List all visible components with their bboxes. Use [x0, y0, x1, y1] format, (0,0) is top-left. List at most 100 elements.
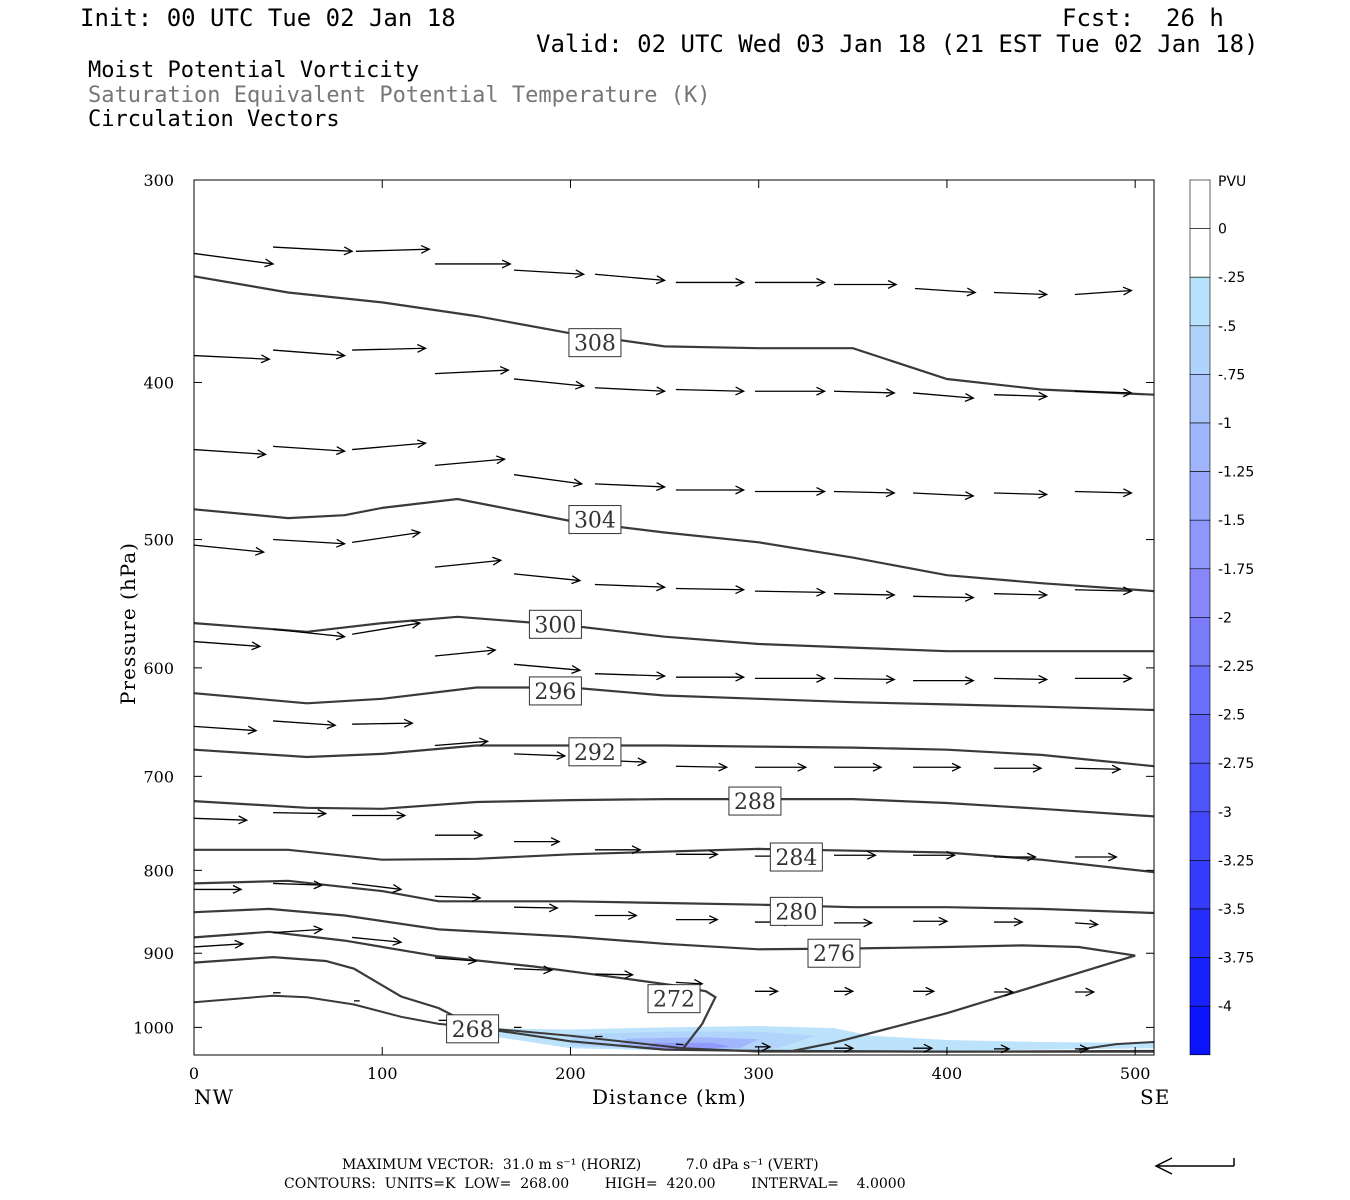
- vector-arrow: [754, 587, 827, 597]
- vector-head: [467, 955, 478, 965]
- vector-head: [946, 850, 956, 860]
- vector-head: [637, 757, 648, 767]
- vector-arrow: [273, 349, 347, 360]
- vector-shaft: [434, 649, 496, 657]
- vector-arrow: [913, 592, 975, 602]
- vector-arrow: [513, 663, 582, 674]
- colorbar-swatch: [1189, 1005, 1211, 1056]
- vector-arrow: [594, 582, 667, 592]
- vector-head: [1085, 987, 1096, 997]
- vector-arrow: [273, 720, 337, 730]
- vector-head: [656, 482, 667, 492]
- contour-label-296: 296: [528, 676, 582, 706]
- vector-arrow: [434, 830, 484, 840]
- vector-head: [816, 277, 827, 287]
- contour-label-box: [728, 786, 782, 816]
- vector-arrow: [434, 737, 490, 747]
- vector-head: [708, 849, 719, 859]
- colorbar-swatch: [1189, 325, 1211, 375]
- vector-arrow: [754, 1042, 772, 1052]
- vector-arrow: [834, 1043, 855, 1053]
- vector-shaft: [675, 587, 744, 591]
- vector-shaft: [273, 882, 323, 886]
- vector-shaft: [273, 538, 345, 545]
- colorbar-label: -3.25: [1218, 853, 1254, 869]
- vector-shaft: [193, 943, 243, 948]
- vector-shaft: [272, 628, 345, 638]
- vector-shaft: [273, 349, 345, 357]
- vector-head: [571, 665, 582, 674]
- vector-shaft: [513, 663, 580, 671]
- vector-shaft: [434, 895, 481, 899]
- vector-shaft: [434, 957, 477, 962]
- vector-head: [247, 725, 258, 735]
- vector-shaft: [434, 458, 505, 467]
- vector-shaft: [273, 445, 345, 452]
- vector-shaft: [273, 246, 353, 252]
- reference-vector-arrow: [1154, 1157, 1235, 1175]
- contour-label-text: 296: [534, 680, 576, 705]
- vector-head: [1004, 987, 1015, 997]
- vector-arrow: [434, 365, 510, 375]
- vector-shaft: [1074, 289, 1132, 296]
- vector-shaft: [993, 593, 1047, 596]
- contour-label-box: [528, 609, 582, 639]
- vector-arrow: [833, 388, 896, 398]
- x-tick-label: 300: [743, 1064, 774, 1083]
- vector-shaft: [193, 817, 247, 821]
- vector-arrow: [994, 763, 1043, 773]
- vector-arrow: [513, 965, 554, 975]
- vector-arrow: [594, 910, 638, 920]
- vector-shaft: [993, 291, 1047, 296]
- vector-arrow: [594, 845, 642, 855]
- colorbar-swatch: [1189, 811, 1211, 861]
- vector-arrow: [594, 482, 667, 492]
- vector-arrow: [273, 880, 324, 890]
- valid-time: Valid: 02 UTC Wed 03 Jan 18 (21 EST Tue …: [536, 30, 1259, 58]
- vector-arrow: [352, 718, 414, 728]
- colorbar-label: -3.5: [1218, 902, 1245, 918]
- vector-head: [392, 884, 403, 893]
- vector-arrow: [273, 925, 324, 935]
- vector-head: [797, 762, 808, 772]
- colorbar-swatch: [1189, 179, 1211, 229]
- vector-head: [499, 365, 510, 375]
- field-title-theta-es: Saturation Equivalent Potential Temperat…: [88, 83, 711, 108]
- vector-head: [550, 837, 561, 847]
- theta-e-contour-288: [193, 797, 1155, 818]
- vector-shaft: [675, 388, 744, 392]
- vector-head: [885, 590, 896, 600]
- vector-shaft: [352, 882, 402, 891]
- vector-arrow: [594, 386, 667, 396]
- vector-arrow: [913, 491, 975, 501]
- vector-head: [872, 762, 883, 772]
- contour-label-text: 284: [775, 846, 817, 871]
- vector-head: [403, 718, 414, 728]
- colorbar-label: -.25: [1218, 270, 1245, 286]
- colorbar-label: -.5: [1218, 319, 1236, 335]
- field-title-vectors: Circulation Vectors: [88, 107, 340, 132]
- vector-head: [964, 491, 975, 501]
- contour-label-text: 292: [574, 741, 616, 766]
- vector-arrow: [352, 529, 422, 543]
- vector-shaft: [513, 269, 584, 275]
- colorbar-swatch: [1189, 762, 1211, 813]
- y-tick-label: 700: [143, 767, 174, 786]
- vector-arrow: [193, 544, 266, 556]
- theta-e-contour-272: [193, 930, 717, 1049]
- colorbar-swatch: [1189, 957, 1211, 1007]
- vector-shaft: [513, 753, 565, 757]
- vector-shaft: [675, 765, 727, 768]
- vector-shaft: [913, 595, 974, 599]
- vector-head: [885, 488, 896, 498]
- vector-arrow: [273, 445, 347, 456]
- vector-shaft: [993, 677, 1047, 681]
- vector-arrow: [754, 386, 827, 396]
- vector-head: [1032, 763, 1043, 773]
- vector-arrow: [194, 884, 243, 894]
- circulation-vectors: [193, 244, 1133, 1054]
- vector-arrow: [594, 671, 667, 681]
- vector-arrow: [913, 676, 975, 686]
- forecast-hour: 26 h: [1166, 4, 1224, 32]
- vector-head: [627, 910, 638, 920]
